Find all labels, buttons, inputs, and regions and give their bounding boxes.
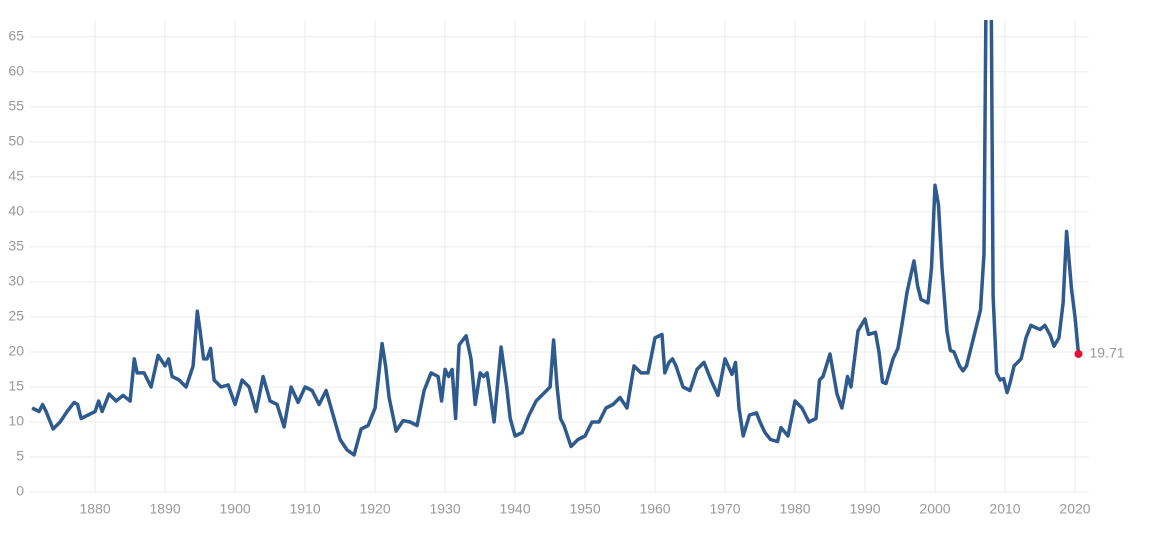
data-line [31,20,1081,457]
x-tick-label: 1970 [709,501,740,517]
x-tick-label: 1980 [779,501,810,517]
y-tick-label: 5 [16,448,24,464]
x-tick-label: 2010 [989,501,1020,517]
y-tick-label: 60 [8,63,24,79]
x-tick-label: 1880 [80,501,111,517]
x-tick-label: 2020 [1059,501,1090,517]
x-tick-label: 1910 [289,501,320,517]
y-tick-label: 15 [8,378,24,394]
y-tick-label: 20 [8,343,24,359]
y-tick-label: 35 [8,238,24,254]
y-tick-label: 55 [8,98,24,114]
x-tick-label: 1920 [359,501,390,517]
x-tick-label: 1900 [220,501,251,517]
y-tick-label: 40 [8,203,24,219]
y-tick-label: 0 [16,483,24,499]
x-tick-label: 1930 [429,501,460,517]
y-tick-label: 65 [8,28,24,44]
x-tick-label: 2000 [919,501,950,517]
y-tick-label: 30 [8,273,24,289]
y-tick-label: 25 [8,308,24,324]
x-tick-label: 1940 [499,501,530,517]
x-tick-label: 1950 [569,501,600,517]
y-tick-label: 10 [8,413,24,429]
y-tick-label: 50 [8,133,24,149]
last-point [1074,349,1083,358]
last-value-label: 19.71 [1090,345,1125,361]
x-tick-label: 1990 [849,501,880,517]
x-tick-label: 1960 [639,501,670,517]
y-tick-label: 45 [8,168,24,184]
x-tick-label: 1890 [150,501,181,517]
